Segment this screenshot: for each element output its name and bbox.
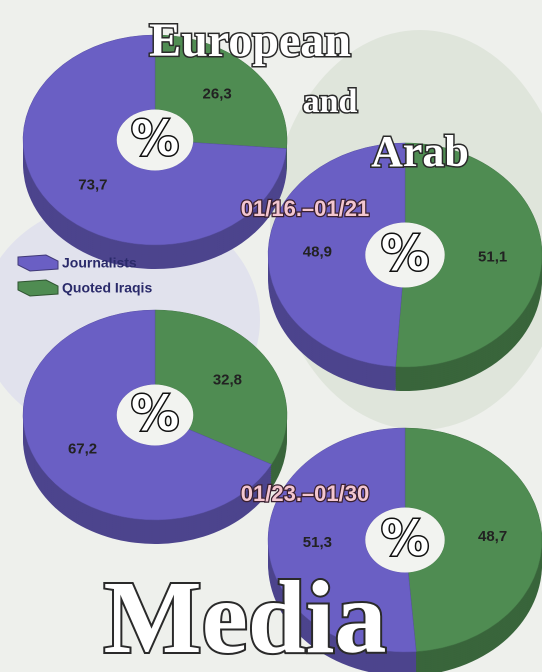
legend-swatch — [17, 254, 59, 272]
charts: 26,3 73,7% 51,1 48,9 % 01/16.–01/21 32,8 67,2% 4… — [17, 34, 542, 672]
value-label: 51,3 — [303, 534, 332, 551]
donut-hole — [116, 384, 194, 446]
title-line: European — [149, 14, 351, 67]
donut-hole — [116, 109, 194, 171]
value-label: 73,7 — [78, 177, 107, 194]
value-label: 48,9 — [303, 243, 332, 260]
donut-hole — [365, 507, 445, 573]
center-label: % — [131, 111, 179, 167]
center-label: % — [381, 226, 429, 282]
date-label: 01/23.–01/30 — [241, 481, 369, 506]
value-label: 51,1 — [478, 248, 507, 265]
center-label: % — [131, 386, 179, 442]
legend-swatch — [17, 279, 59, 297]
donut-hole — [365, 222, 445, 288]
date-label: 01/16.–01/21 — [241, 196, 369, 221]
value-label: 26,3 — [203, 85, 232, 102]
title-line: Arab — [371, 127, 469, 176]
value-label: 32,8 — [213, 371, 242, 388]
footer-title: Media — [103, 560, 386, 672]
value-label: 67,2 — [68, 441, 97, 458]
title-line: and — [303, 83, 358, 120]
center-label: % — [381, 511, 429, 567]
value-label: 48,7 — [478, 528, 507, 545]
slice — [395, 142, 542, 368]
legend-label: Journalists — [62, 255, 137, 271]
legend-label: Quoted Iraqis — [62, 280, 152, 296]
